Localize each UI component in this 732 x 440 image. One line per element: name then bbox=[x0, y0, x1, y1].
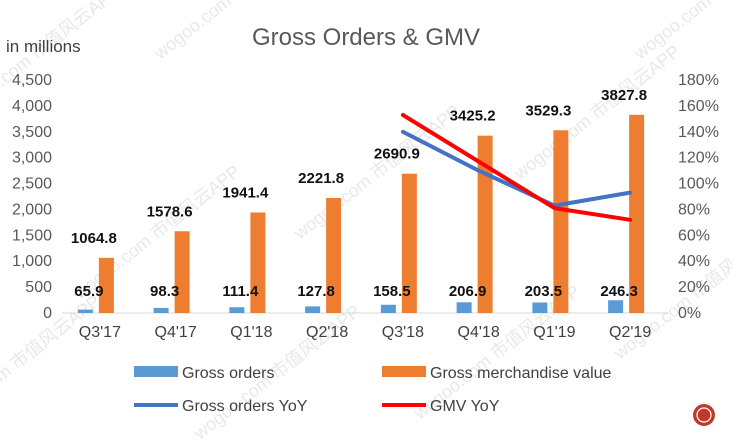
y-tick-label: 500 bbox=[25, 279, 52, 296]
y-tick-label: 1,500 bbox=[12, 227, 52, 244]
bar-data-labels: 65.9 98.3 111.4 127.8 158.5 206.9 203.5 246.3 10… bbox=[71, 87, 647, 300]
bar-series bbox=[77, 114, 645, 313]
gmv-yoy-line bbox=[400, 113, 633, 222]
y2-tick-label: 100% bbox=[678, 176, 719, 193]
gmv-bar bbox=[326, 197, 342, 313]
gross-orders-data-label: 111.4 bbox=[222, 283, 259, 300]
y-tick-label: 2,500 bbox=[12, 176, 52, 193]
y-tick-label: 4,500 bbox=[12, 72, 52, 89]
gross-orders-data-label: 158.5 bbox=[373, 283, 411, 300]
y2-tick-label: 20% bbox=[678, 279, 710, 296]
gross-orders-data-label: 246.3 bbox=[600, 283, 638, 300]
x-tick-label: Q3'17 bbox=[79, 324, 121, 341]
left-axis-ticks: 0 500 1,000 1,500 2,000 2,500 3,000 3,500 4,000 4… bbox=[12, 72, 52, 322]
gmv-data-label: 2690.9 bbox=[374, 146, 420, 163]
x-tick-label: Q1'18 bbox=[230, 324, 272, 341]
gmv-data-label: 1578.6 bbox=[147, 203, 193, 220]
gross-orders-bar bbox=[229, 307, 245, 313]
y2-tick-label: 160% bbox=[678, 98, 719, 115]
y2-tick-label: 60% bbox=[678, 227, 710, 244]
y-tick-label: 3,500 bbox=[12, 124, 52, 141]
brand-stamp bbox=[693, 404, 715, 426]
x-tick-label: Q4'18 bbox=[458, 324, 500, 341]
y-tick-label: 1,000 bbox=[12, 253, 52, 270]
x-tick-label: Q2'18 bbox=[306, 324, 348, 341]
gross-orders-data-label: 206.9 bbox=[449, 283, 487, 300]
gmv-data-label: 3827.8 bbox=[601, 87, 647, 104]
y2-tick-label: 80% bbox=[678, 201, 710, 218]
x-tick-label: Q3'18 bbox=[382, 324, 424, 341]
gross-orders-data-label: 98.3 bbox=[150, 283, 179, 300]
watermark-text: wogoo.com 市值风云APP bbox=[349, 0, 524, 4]
gmv-data-label: 3425.2 bbox=[450, 108, 496, 125]
x-axis-ticks: Q3'17 Q4'17 Q1'18 Q2'18 Q3'18 Q4'18 Q1'19 Q2'19 bbox=[79, 324, 652, 341]
legend-label: Gross merchandise value bbox=[430, 365, 612, 382]
right-axis-ticks: 0% 20% 40% 60% 80% 100% 120% 140% 160% 180% bbox=[678, 72, 719, 322]
gmv-bar bbox=[477, 135, 493, 313]
y2-tick-label: 180% bbox=[678, 72, 719, 89]
legend-swatch bbox=[134, 366, 178, 377]
gmv-bar bbox=[553, 130, 569, 313]
gross-orders-bar bbox=[532, 302, 548, 313]
gross-orders-yoy-line bbox=[400, 129, 633, 208]
x-tick-label: Q2'19 bbox=[609, 324, 651, 341]
x-tick-label: Q1'19 bbox=[533, 324, 575, 341]
y2-tick-label: 40% bbox=[678, 253, 710, 270]
x-tick-label: Q4'17 bbox=[155, 324, 197, 341]
gmv-data-label: 2221.8 bbox=[298, 170, 344, 187]
chart-title: Gross Orders & GMV bbox=[252, 24, 480, 51]
y-axis-unit-label: in millions bbox=[6, 37, 81, 56]
gmv-bar bbox=[629, 114, 645, 313]
legend-label: Gross orders YoY bbox=[182, 398, 308, 415]
y-tick-label: 2,000 bbox=[12, 201, 52, 218]
gmv-bar bbox=[174, 231, 190, 313]
y2-tick-label: 0% bbox=[678, 305, 701, 322]
y2-tick-label: 120% bbox=[678, 150, 719, 167]
gross-orders-bar bbox=[456, 302, 472, 313]
gross-orders-data-label: 203.5 bbox=[525, 283, 563, 300]
gross-orders-bar bbox=[77, 309, 93, 313]
gmv-data-label: 3529.3 bbox=[525, 102, 571, 119]
gross-orders-bar bbox=[608, 300, 624, 313]
gmv-bar bbox=[401, 173, 417, 313]
gmv-data-label: 1064.8 bbox=[71, 230, 117, 247]
gross-orders-bar bbox=[305, 306, 321, 313]
y-tick-label: 3,000 bbox=[12, 150, 52, 167]
y2-tick-label: 140% bbox=[678, 124, 719, 141]
y-tick-label: 0 bbox=[43, 305, 52, 322]
gmv-bar bbox=[98, 257, 114, 313]
line-series bbox=[400, 113, 633, 222]
legend-label: Gross orders bbox=[182, 365, 274, 382]
gmv-data-label: 1941.4 bbox=[222, 184, 269, 201]
legend-swatch bbox=[382, 366, 426, 377]
gross-orders-bar bbox=[380, 304, 396, 313]
gmv-bar bbox=[250, 212, 266, 313]
gross-orders-data-label: 65.9 bbox=[74, 283, 103, 300]
gross-orders-data-label: 127.8 bbox=[297, 283, 335, 300]
legend: Gross orders Gross merchandise value Gross… bbox=[134, 365, 612, 415]
legend-label: GMV YoY bbox=[430, 398, 500, 415]
y-tick-label: 4,000 bbox=[12, 98, 52, 115]
gross-orders-bar bbox=[153, 307, 169, 313]
